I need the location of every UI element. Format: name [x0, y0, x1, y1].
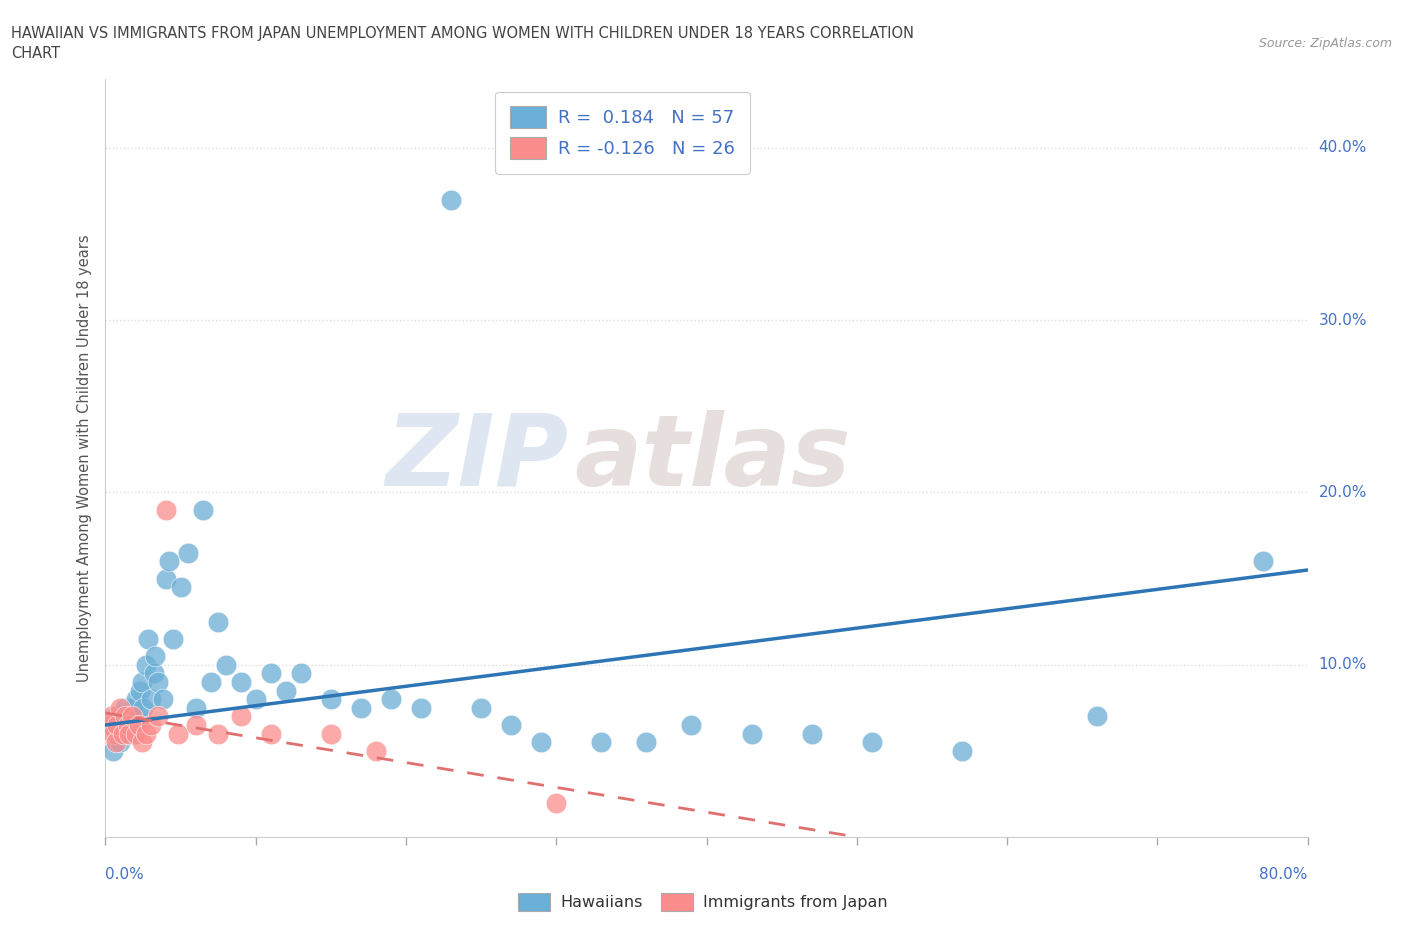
Point — [800, 726, 823, 741]
Point — [120, 718, 142, 733]
Text: 10.0%: 10.0% — [1319, 658, 1367, 672]
Text: atlas: atlas — [574, 409, 851, 507]
Text: 80.0%: 80.0% — [1260, 868, 1308, 883]
Point — [1085, 709, 1108, 724]
Point — [274, 684, 297, 698]
Point — [157, 554, 180, 569]
Point — [142, 666, 165, 681]
Point — [546, 795, 568, 810]
Point — [741, 726, 763, 741]
Text: ZIP: ZIP — [385, 409, 568, 507]
Point — [207, 614, 229, 629]
Y-axis label: Unemployment Among Women with Children Under 18 years: Unemployment Among Women with Children U… — [77, 234, 93, 682]
Point — [112, 718, 135, 733]
Point — [260, 666, 283, 681]
Point — [146, 709, 169, 724]
Point — [110, 709, 132, 724]
Point — [146, 674, 169, 689]
Point — [440, 193, 463, 207]
Point — [122, 726, 145, 741]
Point — [950, 743, 973, 758]
Legend: R =  0.184   N = 57, R = -0.126   N = 26: R = 0.184 N = 57, R = -0.126 N = 26 — [495, 92, 749, 174]
Point — [501, 718, 523, 733]
Point — [121, 709, 143, 724]
Point — [107, 718, 129, 733]
Point — [166, 726, 188, 741]
Text: 30.0%: 30.0% — [1319, 312, 1367, 327]
Text: Source: ZipAtlas.com: Source: ZipAtlas.com — [1258, 37, 1392, 50]
Point — [139, 692, 162, 707]
Point — [139, 718, 162, 733]
Legend: Hawaiians, Immigrants from Japan: Hawaiians, Immigrants from Japan — [512, 886, 894, 917]
Point — [155, 502, 177, 517]
Text: 40.0%: 40.0% — [1319, 140, 1367, 155]
Point — [110, 700, 132, 715]
Point — [207, 726, 229, 741]
Point — [132, 700, 155, 715]
Point — [131, 735, 153, 750]
Point — [107, 726, 129, 741]
Point — [124, 726, 146, 741]
Point — [184, 700, 207, 715]
Point — [136, 631, 159, 646]
Point — [128, 709, 150, 724]
Point — [104, 709, 127, 724]
Point — [121, 700, 143, 715]
Point — [114, 700, 136, 715]
Point — [104, 735, 127, 750]
Point — [110, 735, 132, 750]
Point — [118, 709, 141, 724]
Point — [290, 666, 312, 681]
Text: 0.0%: 0.0% — [105, 868, 145, 883]
Point — [530, 735, 553, 750]
Point — [229, 709, 252, 724]
Point — [260, 726, 283, 741]
Point — [98, 718, 121, 733]
Point — [860, 735, 883, 750]
Point — [152, 692, 174, 707]
Point — [100, 709, 122, 724]
Point — [409, 700, 432, 715]
Point — [118, 726, 141, 741]
Point — [98, 718, 121, 733]
Text: CHART: CHART — [11, 46, 60, 61]
Point — [117, 718, 139, 733]
Point — [214, 658, 236, 672]
Text: HAWAIIAN VS IMMIGRANTS FROM JAPAN UNEMPLOYMENT AMONG WOMEN WITH CHILDREN UNDER 1: HAWAIIAN VS IMMIGRANTS FROM JAPAN UNEMPL… — [11, 26, 914, 41]
Point — [101, 743, 124, 758]
Point — [117, 726, 139, 741]
Point — [380, 692, 402, 707]
Point — [155, 571, 177, 586]
Point — [169, 579, 191, 594]
Point — [143, 649, 166, 664]
Point — [101, 726, 124, 741]
Point — [364, 743, 387, 758]
Point — [129, 684, 152, 698]
Point — [131, 674, 153, 689]
Point — [636, 735, 658, 750]
Point — [229, 674, 252, 689]
Point — [200, 674, 222, 689]
Point — [350, 700, 373, 715]
Text: 20.0%: 20.0% — [1319, 485, 1367, 500]
Point — [177, 545, 200, 560]
Point — [124, 692, 146, 707]
Point — [591, 735, 613, 750]
Point — [184, 718, 207, 733]
Point — [128, 718, 150, 733]
Point — [1251, 554, 1274, 569]
Point — [162, 631, 184, 646]
Point — [470, 700, 492, 715]
Point — [135, 658, 157, 672]
Point — [319, 692, 342, 707]
Point — [112, 726, 135, 741]
Point — [319, 726, 342, 741]
Point — [681, 718, 703, 733]
Point — [245, 692, 267, 707]
Point — [191, 502, 214, 517]
Point — [135, 726, 157, 741]
Point — [114, 709, 136, 724]
